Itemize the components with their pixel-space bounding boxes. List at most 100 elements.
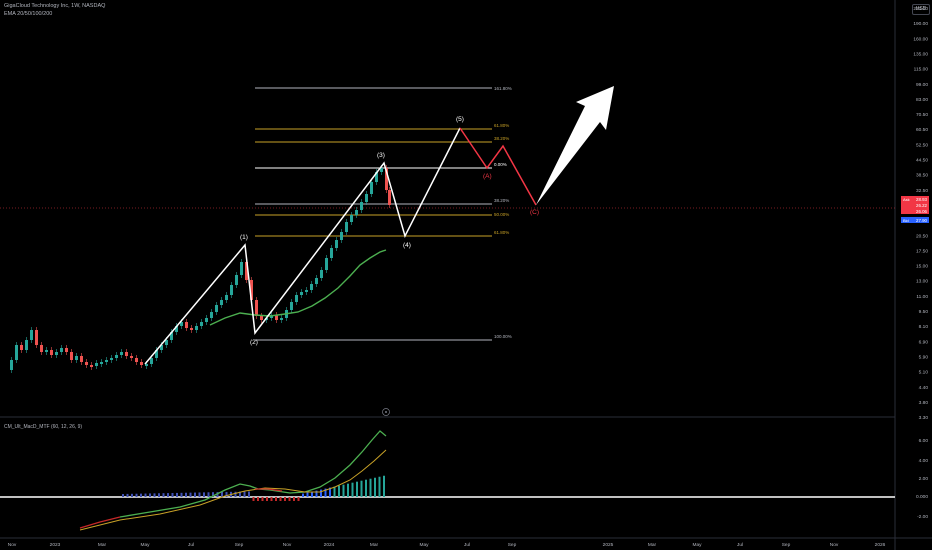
- time-tick: May: [140, 542, 150, 548]
- fib-label: 61.80%: [494, 230, 509, 235]
- badge-value: 26.06: [916, 209, 928, 214]
- macd-bar: [131, 493, 133, 497]
- candle: [195, 323, 198, 333]
- macd-bar: [216, 492, 219, 497]
- candle: [30, 327, 33, 343]
- macd-bar: [225, 491, 228, 497]
- time-tick: Sep: [782, 542, 791, 548]
- wave-label-5: (5): [456, 116, 464, 123]
- candle: [335, 237, 338, 251]
- ema-line: [209, 249, 387, 326]
- macd-bar: [126, 493, 129, 497]
- bullish-arrow[interactable]: [536, 86, 614, 205]
- price-tick: 6.90: [919, 339, 929, 345]
- candle: [340, 229, 343, 243]
- candle: [115, 352, 118, 361]
- price-tick: 13.00: [916, 279, 928, 285]
- symbol-title[interactable]: GigaCloud Technology Inc, 1W, NASDAQ: [4, 3, 106, 9]
- macd-bar: [288, 497, 291, 501]
- candle: [210, 309, 213, 321]
- macd-bar: [203, 492, 205, 497]
- macd-red-dip: [255, 488, 283, 492]
- currency-button[interactable]: USD: [912, 4, 930, 15]
- macd-bar: [207, 492, 210, 497]
- fib-label: 0.00%: [494, 162, 507, 167]
- candle: [220, 297, 223, 308]
- price-tick: 9.50: [919, 309, 929, 315]
- macd-tick: 4.00: [919, 458, 929, 464]
- time-tick: May: [692, 542, 702, 548]
- macd-bar: [252, 497, 255, 501]
- macd-bar: [180, 492, 183, 497]
- candle: [355, 207, 358, 218]
- wave-label-a: (A): [483, 173, 492, 180]
- macd-bar: [234, 491, 237, 497]
- wave-label-1: (1): [240, 234, 248, 241]
- wave-labels: (1) (2) (3) (4) (5) (A) (C): [240, 116, 539, 346]
- macd-tick: 0.000: [916, 494, 928, 500]
- macd-bar: [257, 497, 259, 501]
- macd-bar: [261, 497, 264, 501]
- price-tick: 4.40: [919, 385, 929, 391]
- candle: [305, 287, 308, 295]
- badge-label: Ask: [903, 197, 910, 202]
- fib-retracement[interactable]: 161.80% 61.80% 38.20% 0.00% 38.20% 50.00…: [255, 86, 512, 341]
- time-tick: Jul: [464, 542, 470, 548]
- price-tick: 3.80: [919, 400, 929, 406]
- candlestick-series: [10, 165, 391, 373]
- candle: [365, 191, 368, 205]
- price-tick: 52.50: [916, 142, 928, 148]
- macd-tick: -2.00: [917, 514, 928, 520]
- candle: [225, 292, 228, 303]
- time-tick: Mar: [98, 542, 107, 548]
- macd-bar: [266, 497, 268, 501]
- price-tick: 115.00: [914, 67, 929, 73]
- macd-bar: [360, 480, 363, 497]
- candle: [10, 357, 13, 373]
- time-tick: Nov: [8, 542, 17, 548]
- price-tick: 5.90: [919, 354, 929, 360]
- macd-bar: [275, 497, 277, 501]
- price-axis[interactable]: 220.00 190.00 160.00 135.00 115.00 99.00 83.00…: [913, 6, 928, 421]
- zoom-icon[interactable]: [382, 408, 390, 416]
- candle: [25, 337, 28, 353]
- price-tick: 99.00: [916, 82, 928, 88]
- candle: [20, 342, 23, 353]
- candle: [280, 315, 283, 323]
- candle: [65, 345, 68, 355]
- indicator-legend[interactable]: EMA 20/50/100/200: [4, 11, 53, 17]
- fib-label: 161.80%: [494, 86, 512, 91]
- macd-bar: [378, 476, 381, 497]
- candle: [15, 342, 18, 363]
- candle: [295, 292, 298, 305]
- time-axis[interactable]: Nov 2023 Mar May Jul Sep Nov 2024 Mar May Jul Sep 20…: [8, 542, 886, 548]
- time-tick: Nov: [830, 542, 839, 548]
- badge-value: 27.90: [916, 218, 928, 223]
- macd-bar: [383, 475, 385, 497]
- macd-bar: [338, 485, 340, 497]
- macd-bar: [329, 487, 331, 497]
- candle: [80, 353, 83, 365]
- projection-path[interactable]: [459, 127, 537, 206]
- signal-line: [79, 449, 387, 531]
- macd-bar: [212, 492, 214, 497]
- wave-label-3: (3): [377, 152, 385, 159]
- candle: [175, 323, 178, 335]
- macd-title[interactable]: CM_Ult_MacD_MTF (60, 12, 26, 9): [4, 424, 82, 430]
- time-tick: May: [419, 542, 429, 548]
- wave-label-c: (C): [530, 209, 539, 216]
- candle: [135, 355, 138, 365]
- price-tick: 5.10: [919, 370, 929, 376]
- candle: [388, 187, 391, 208]
- price-tick: 17.50: [916, 248, 928, 254]
- macd-bar: [297, 497, 300, 501]
- macd-bar: [140, 493, 142, 497]
- candle: [120, 349, 123, 358]
- price-tick: 190.00: [913, 21, 928, 27]
- macd-bar: [374, 477, 376, 497]
- elliott-wave-path[interactable]: [144, 127, 461, 365]
- macd-bar: [248, 491, 250, 497]
- candle: [370, 179, 373, 197]
- macd-bar: [243, 491, 246, 497]
